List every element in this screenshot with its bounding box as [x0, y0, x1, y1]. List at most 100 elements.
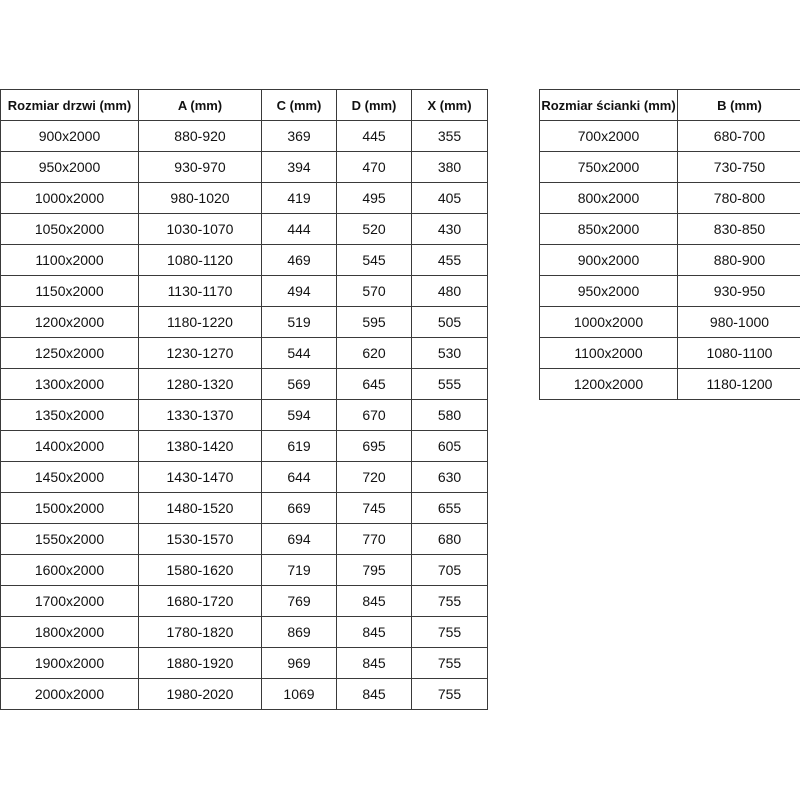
table-cell: 695: [336, 430, 412, 462]
table-cell: 745: [336, 492, 412, 524]
table-row: 1200x2000 1180-1220 519 595 505: [0, 306, 488, 338]
table-cell: 850x2000: [539, 213, 678, 245]
table-cell: 755: [411, 585, 488, 617]
table-cell: 780-800: [677, 182, 800, 214]
table-cell: 519: [261, 306, 337, 338]
column-header: X (mm): [411, 89, 488, 121]
table-cell: 1680-1720: [138, 585, 262, 617]
table-row: 1000x2000 980-1020 419 495 405: [0, 182, 488, 214]
table-cell: 1130-1170: [138, 275, 262, 307]
table-cell: 1980-2020: [138, 678, 262, 710]
table-cell: 505: [411, 306, 488, 338]
table-cell: 930-950: [677, 275, 800, 307]
column-header: C (mm): [261, 89, 337, 121]
header-row: Rozmiar ścianki (mm) B (mm): [539, 89, 800, 121]
table-cell: 1250x2000: [0, 337, 139, 369]
table-cell: 795: [336, 554, 412, 586]
table-cell: 1080-1120: [138, 244, 262, 276]
table-cell: 445: [336, 120, 412, 152]
table-row: 1500x2000 1480-1520 669 745 655: [0, 492, 488, 524]
table-cell: 950x2000: [0, 151, 139, 183]
table-cell: 1180-1220: [138, 306, 262, 338]
table-row: 1450x2000 1430-1470 644 720 630: [0, 461, 488, 493]
table-cell: 555: [411, 368, 488, 400]
wall-sizes-table: Rozmiar ścianki (mm) B (mm) 700x2000 680-7…: [539, 89, 800, 400]
table-cell: 469: [261, 244, 337, 276]
table-cell: 1000x2000: [0, 182, 139, 214]
table-row: 1100x2000 1080-1120 469 545 455: [0, 244, 488, 276]
table-cell: 845: [336, 616, 412, 648]
table-cell: 705: [411, 554, 488, 586]
table-cell: 950x2000: [539, 275, 678, 307]
table-cell: 680: [411, 523, 488, 555]
table-cell: 1030-1070: [138, 213, 262, 245]
table-cell: 1430-1470: [138, 461, 262, 493]
table-row: 950x2000 930-970 394 470 380: [0, 151, 488, 183]
table-cell: 869: [261, 616, 337, 648]
table-cell: 1880-1920: [138, 647, 262, 679]
table-cell: 619: [261, 430, 337, 462]
table-cell: 845: [336, 647, 412, 679]
table-cell: 980-1000: [677, 306, 800, 338]
table-row: 1250x2000 1230-1270 544 620 530: [0, 337, 488, 369]
table-cell: 545: [336, 244, 412, 276]
table-row: 800x2000 780-800: [539, 182, 800, 214]
table-cell: 680-700: [677, 120, 800, 152]
table-cell: 645: [336, 368, 412, 400]
table-row: 1050x2000 1030-1070 444 520 430: [0, 213, 488, 245]
table-row: 950x2000 930-950: [539, 275, 800, 307]
table-cell: 394: [261, 151, 337, 183]
table-cell: 1300x2000: [0, 368, 139, 400]
table-row: 850x2000 830-850: [539, 213, 800, 245]
table-cell: 495: [336, 182, 412, 214]
table-cell: 755: [411, 647, 488, 679]
table-cell: 1350x2000: [0, 399, 139, 431]
table-cell: 1550x2000: [0, 523, 139, 555]
table-row: 2000x2000 1980-2020 1069 845 755: [0, 678, 488, 710]
table-cell: 750x2000: [539, 151, 678, 183]
table-cell: 800x2000: [539, 182, 678, 214]
table-cell: 369: [261, 120, 337, 152]
table-cell: 1700x2000: [0, 585, 139, 617]
table-cell: 605: [411, 430, 488, 462]
table-cell: 1530-1570: [138, 523, 262, 555]
table-cell: 1800x2000: [0, 616, 139, 648]
table-row: 1700x2000 1680-1720 769 845 755: [0, 585, 488, 617]
table-row: 1800x2000 1780-1820 869 845 755: [0, 616, 488, 648]
table-cell: 1580-1620: [138, 554, 262, 586]
table-cell: 480: [411, 275, 488, 307]
table-cell: 1900x2000: [0, 647, 139, 679]
column-header: A (mm): [138, 89, 262, 121]
table-row: 1550x2000 1530-1570 694 770 680: [0, 523, 488, 555]
table-cell: 669: [261, 492, 337, 524]
table-cell: 1100x2000: [0, 244, 139, 276]
header-row: Rozmiar drzwi (mm) A (mm) C (mm) D (mm) X (m…: [0, 89, 488, 121]
table-row: 1000x2000 980-1000: [539, 306, 800, 338]
table-cell: 1600x2000: [0, 554, 139, 586]
table-cell: 1280-1320: [138, 368, 262, 400]
table-cell: 720: [336, 461, 412, 493]
door-sizes-table: Rozmiar drzwi (mm) A (mm) C (mm) D (mm) X (m…: [0, 89, 488, 710]
table-cell: 570: [336, 275, 412, 307]
table-cell: 980-1020: [138, 182, 262, 214]
table-cell: 494: [261, 275, 337, 307]
table-cell: 969: [261, 647, 337, 679]
table-cell: 845: [336, 585, 412, 617]
table-cell: 1180-1200: [677, 368, 800, 400]
table-cell: 569: [261, 368, 337, 400]
table-cell: 1450x2000: [0, 461, 139, 493]
table-row: 1200x2000 1180-1200: [539, 368, 800, 400]
column-header: Rozmiar ścianki (mm): [539, 89, 678, 121]
table-cell: 594: [261, 399, 337, 431]
table-cell: 1000x2000: [539, 306, 678, 338]
table-cell: 520: [336, 213, 412, 245]
table-cell: 1200x2000: [539, 368, 678, 400]
table-row: 1350x2000 1330-1370 594 670 580: [0, 399, 488, 431]
table-cell: 670: [336, 399, 412, 431]
table-cell: 880-900: [677, 244, 800, 276]
table-cell: 730-750: [677, 151, 800, 183]
table-cell: 755: [411, 616, 488, 648]
table-cell: 719: [261, 554, 337, 586]
table-cell: 1400x2000: [0, 430, 139, 462]
table-cell: 845: [336, 678, 412, 710]
